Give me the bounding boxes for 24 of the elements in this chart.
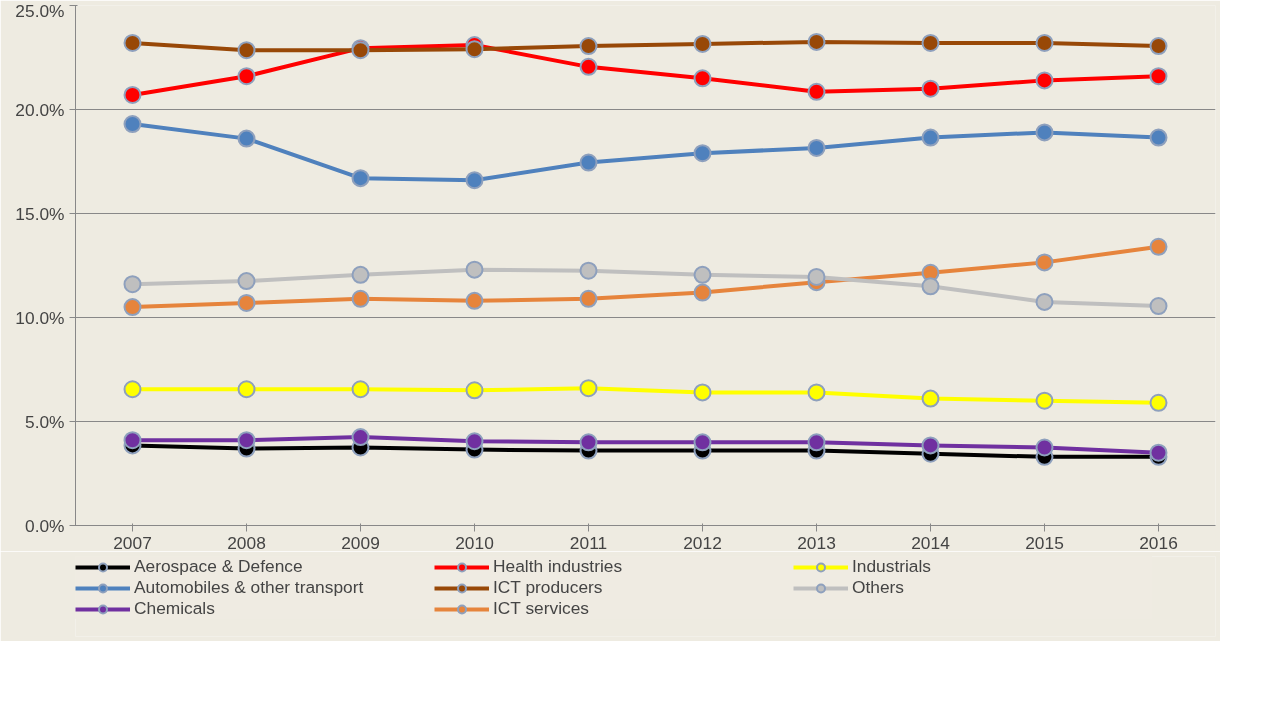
legend-label: Health industries: [493, 556, 624, 577]
legend-label: Automobiles & other transport: [134, 577, 365, 598]
x-tick-label: 2010: [455, 532, 494, 553]
x-tick-label: 2013: [797, 532, 836, 553]
x-tick-label: 2011: [569, 532, 608, 553]
legend-label: Aerospace & Defence: [134, 556, 304, 577]
legend-label: Others: [852, 577, 905, 598]
y-tick-label: 25.0%: [15, 0, 65, 21]
legend-label: ICT services: [493, 598, 590, 619]
legend-label: Chemicals: [134, 598, 216, 619]
legend-label: ICT producers: [493, 577, 604, 598]
y-tick-label: 5.0%: [25, 411, 65, 432]
x-tick-label: 2012: [683, 532, 722, 553]
x-tick-label: 2008: [227, 532, 266, 553]
y-tick-label: 15.0%: [15, 203, 65, 224]
x-tick-label: 2015: [1025, 532, 1064, 553]
legend-label: Industrials: [852, 556, 932, 577]
x-tick-label: 2007: [113, 532, 152, 553]
y-tick-label: 10.0%: [15, 307, 65, 328]
y-tick-label: 20.0%: [15, 99, 65, 120]
y-tick-label: 0.0%: [25, 515, 65, 536]
x-tick-label: 2016: [1139, 532, 1178, 553]
x-tick-label: 2014: [911, 532, 951, 553]
x-tick-label: 2009: [341, 532, 380, 553]
